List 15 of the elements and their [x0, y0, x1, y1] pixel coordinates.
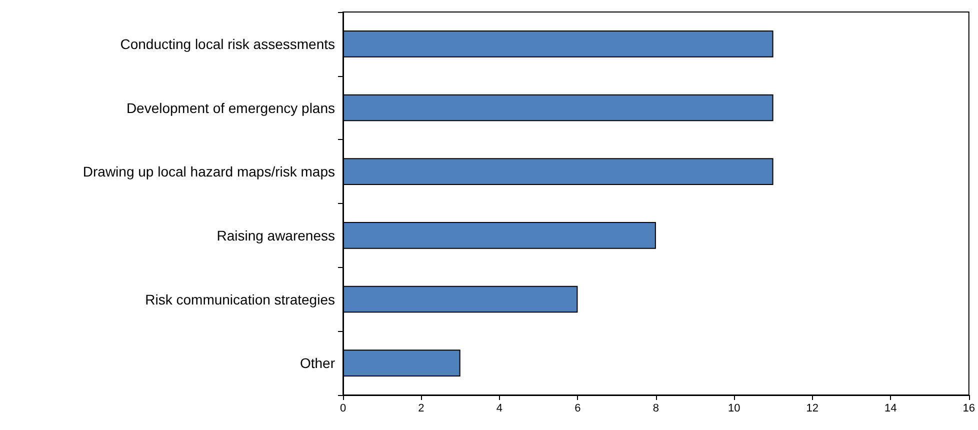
y-tick-label: Other [300, 355, 336, 372]
x-tick-label: 4 [496, 402, 503, 414]
x-tick-label: 2 [418, 402, 424, 414]
x-tick-label: 12 [806, 402, 819, 414]
x-tick-label: 14 [884, 402, 897, 414]
x-tick-label: 8 [652, 402, 660, 414]
y-tick-label: Drawing up local hazard maps/risk maps [82, 164, 335, 180]
x-tick-label: 0 [340, 402, 346, 414]
y-tick-label: Risk communication strategies [145, 291, 335, 308]
x-tick-label: 10 [728, 402, 740, 414]
y-tick-label: Conducting local risk assessments [120, 36, 335, 52]
x-tick-label: 16 [962, 402, 976, 414]
y-tick-label: Development of emergency plans [126, 100, 335, 116]
y-tick-label: Raising awareness [216, 227, 335, 244]
x-tick-label: 6 [574, 402, 581, 414]
